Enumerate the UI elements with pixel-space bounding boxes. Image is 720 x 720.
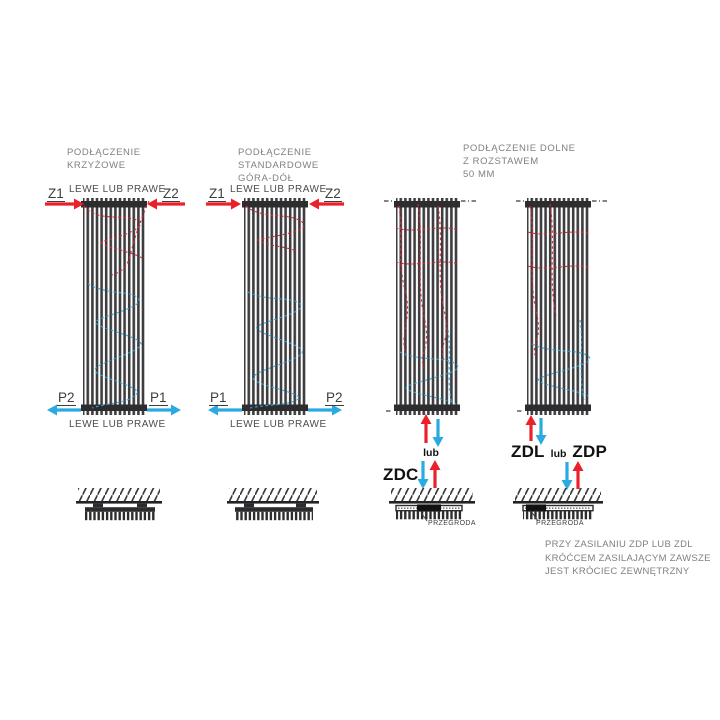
radiator-3 — [394, 198, 460, 415]
diagram3-title: PODŁĄCZENIE DOLNE Z ROZSTAWEM 50 MM — [463, 142, 576, 181]
przegroda-leader-d3 — [420, 512, 428, 522]
d4-przegroda-label: PRZEGRODA — [536, 520, 584, 527]
d2-p1-label: P1 — [209, 390, 228, 406]
diagram1-title: PODŁĄCZENIE KRZYŻOWE — [67, 146, 141, 172]
return-arrow-p2-d1 — [47, 404, 81, 416]
diagram2-title-line3: GÓRA-DÓŁ — [238, 173, 294, 184]
diagram2-title: PODŁĄCZENIE STANDARDOWE GÓRA-DÓŁ — [238, 146, 319, 185]
wall-hatch-d4 — [513, 488, 603, 504]
radiator-topview-d3 — [395, 504, 463, 522]
d1-bottom-label: LEWE LUB PRAWE — [69, 419, 166, 430]
d4-zdl-label: ZDL — [511, 442, 545, 461]
diagram1-title-line2: KRZYŻOWE — [67, 160, 126, 171]
zdl-return-down-arrow — [561, 462, 573, 490]
zdc-return-down-arrow — [417, 461, 429, 489]
d1-p1-label: P1 — [149, 390, 168, 406]
d1-top-label: LEWE LUB PRAWE — [69, 184, 166, 195]
d4-zdp-label: ZDP — [572, 442, 608, 461]
d2-z1-label: Z1 — [208, 186, 226, 202]
diagram1-title-line1: PODŁĄCZENIE — [67, 147, 141, 158]
przegroda-leader-d4 — [531, 512, 539, 522]
wall-hatch-d3 — [389, 488, 475, 504]
d4-lub-label: lub — [550, 448, 567, 460]
d3-przegroda-label: PRZEGRODA — [428, 520, 476, 527]
supply-arrow-z1-d1 — [45, 198, 84, 210]
d1-z1-label: Z1 — [47, 186, 65, 202]
flow-traces-radiator-4 — [527, 203, 591, 401]
flow-traces-radiator-2 — [245, 205, 305, 409]
return-down-arrow-d3 — [432, 419, 444, 447]
return-down-arrow-d4 — [535, 418, 547, 445]
return-arrow-p2-d2 — [308, 404, 342, 416]
d2-z2-label: Z2 — [324, 186, 342, 202]
diagram2-title-line1: PODŁĄCZENIE — [238, 147, 312, 158]
d3-lub-label: lub — [423, 447, 439, 459]
d3-zdc-label: ZDC — [383, 465, 419, 484]
supply-arrow-z2-d2 — [309, 198, 344, 210]
radiator-2 — [242, 198, 308, 415]
supply-up-arrow-d4 — [525, 415, 537, 441]
radiator-topview-d1 — [85, 503, 155, 521]
flow-traces-radiator-1 — [83, 200, 150, 409]
d2-p2-label: P2 — [325, 390, 344, 406]
supply-arrow-z2-d1 — [147, 198, 185, 210]
supply-arrow-z1-d2 — [206, 198, 241, 210]
supply-up-arrow-d3 — [420, 414, 432, 443]
flow-traces-radiator-3 — [395, 203, 459, 405]
supply-note-line3: JEST KRÓCIEC ZEWNĘTRZNY — [545, 566, 690, 577]
return-arrow-p1-d2 — [208, 404, 242, 416]
zdl-supply-up-arrow — [572, 461, 584, 489]
supply-note: PRZY ZASILANIU ZDP LUB ZDL KRÓĆCEM ZASIL… — [545, 538, 711, 579]
d4-zdl-lub-zdp-label: ZDL lub ZDP — [511, 443, 607, 460]
diagram3-title-line2: Z ROZSTAWEM — [463, 156, 539, 167]
supply-note-line1: PRZY ZASILANIU ZDP LUB ZDL — [545, 539, 693, 550]
return-arrow-p1-d1 — [147, 404, 181, 416]
d2-top-label: LEWE LUB PRAWE — [230, 184, 327, 195]
d1-p2-label: P2 — [57, 390, 76, 406]
zdc-supply-up-arrow — [429, 460, 441, 488]
d2-bottom-label: LEWE LUB PRAWE — [230, 419, 327, 430]
d1-z2-label: Z2 — [162, 186, 180, 202]
diagram3-title-line3: 50 MM — [463, 169, 496, 180]
radiator-topview-d4 — [522, 504, 594, 522]
radiator-topview-d2 — [235, 503, 313, 521]
diagram3-title-line1: PODŁĄCZENIE DOLNE — [463, 143, 576, 154]
wall-hatch-d1 — [76, 488, 162, 504]
wall-hatch-d2 — [227, 488, 319, 504]
supply-note-line2: KRÓĆCEM ZASILAJĄCYM ZAWSZE — [545, 552, 711, 564]
diagram2-title-line2: STANDARDOWE — [238, 160, 319, 171]
dash-dot-lines — [384, 200, 607, 412]
